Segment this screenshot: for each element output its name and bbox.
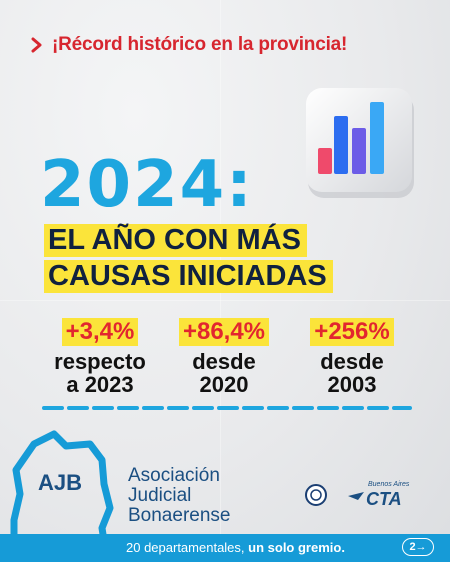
title-line-2: CAUSAS INICIADAS bbox=[44, 260, 333, 293]
headline-text: ¡Récord histórico en la provincia! bbox=[52, 34, 348, 55]
seal-icon bbox=[305, 484, 327, 506]
slogan-plain: 20 departamentales, bbox=[126, 540, 245, 555]
footer-bar: 20 departamentales, un solo gremio. 2→ bbox=[0, 534, 450, 562]
ajb-logo: AJB bbox=[10, 430, 114, 558]
stat-2: +86,4% desde 2020 bbox=[162, 318, 286, 396]
cta-logo: Buenos Aires CTA bbox=[348, 481, 410, 509]
stat-desc-2: 2003 bbox=[327, 372, 377, 397]
headline: ¡Récord histórico en la provincia! bbox=[30, 34, 347, 56]
stat-desc-1: respecto bbox=[54, 349, 146, 374]
bar-chart-icon bbox=[306, 88, 414, 198]
chevron-right-icon bbox=[31, 37, 42, 53]
stat-value: +256% bbox=[310, 318, 394, 346]
org-line-3: Bonaerense bbox=[128, 505, 231, 526]
organization-name: Asociación Judicial Bonaerense bbox=[128, 466, 230, 526]
stat-1: +3,4% respecto a 2023 bbox=[40, 318, 160, 396]
title-line-1: EL AÑO CON MÁS bbox=[44, 224, 307, 257]
stat-desc-1: desde bbox=[320, 349, 384, 374]
cta-text: CTA bbox=[366, 489, 402, 509]
slogan-bold: un solo gremio. bbox=[248, 540, 345, 555]
year-heading: 2024: bbox=[40, 148, 254, 222]
stat-desc-1: desde bbox=[192, 349, 256, 374]
stat-desc-2: a 2023 bbox=[66, 372, 134, 397]
slogan: 20 departamentales, un solo gremio. bbox=[126, 540, 345, 555]
stat-desc-2: 2020 bbox=[199, 372, 249, 397]
stat-value: +86,4% bbox=[178, 318, 270, 346]
paper-crease bbox=[0, 300, 450, 301]
dashed-divider bbox=[42, 406, 412, 410]
cta-small-text: Buenos Aires bbox=[368, 481, 410, 488]
stat-value: +3,4% bbox=[61, 318, 139, 346]
next-page-button[interactable]: 2→ bbox=[402, 538, 434, 556]
org-line-1: Asociación bbox=[128, 465, 220, 486]
stat-3: +256% desde 2003 bbox=[290, 318, 414, 396]
org-line-2: Judicial bbox=[128, 485, 192, 506]
logo-text: AJB bbox=[38, 470, 82, 495]
